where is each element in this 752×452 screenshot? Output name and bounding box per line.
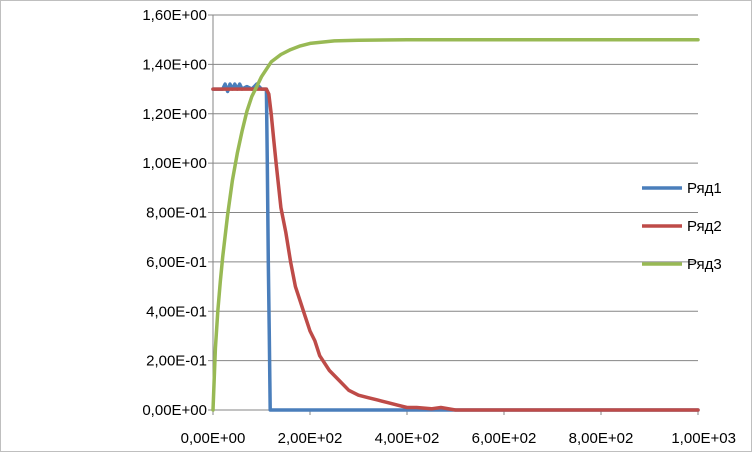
y-tick-label: 1,00E+00 [142, 155, 207, 172]
x-tick-label: 0,00E+00 [181, 430, 246, 447]
y-tick-label: 8,00E-01 [146, 205, 207, 222]
y-tick-label: 2,00E-01 [146, 353, 207, 370]
y-tick-label: 0,00E+00 [142, 402, 207, 419]
series-lines [211, 37, 700, 412]
x-tick-label: 8,00E+02 [569, 430, 634, 447]
y-tick-label: 4,00E-01 [146, 303, 207, 320]
y-tick-label: 1,40E+00 [142, 56, 207, 73]
gridlines [213, 14, 698, 362]
legend-label-3: Ряд3 [687, 256, 722, 273]
axes: 0,00E+00 2,00E-01 4,00E-01 6,00E-01 8,00E-01… [142, 7, 736, 447]
x-tick-label: 1,00E+03 [671, 430, 736, 447]
x-tick-label: 4,00E+02 [375, 430, 440, 447]
y-tick-label: 1,60E+00 [142, 7, 207, 24]
series-line-2 [211, 87, 700, 412]
legend-label-1: Ряд1 [687, 180, 722, 197]
y-tick-label: 1,20E+00 [142, 106, 207, 123]
legend-label-2: Ряд2 [687, 218, 722, 235]
x-tick-label: 2,00E+02 [278, 430, 343, 447]
y-tick-label: 6,00E-01 [146, 254, 207, 271]
legend: Ряд1 Ряд2 Ряд3 [642, 180, 722, 273]
series-line-3 [211, 37, 700, 412]
x-tick-label: 6,00E+02 [472, 430, 537, 447]
